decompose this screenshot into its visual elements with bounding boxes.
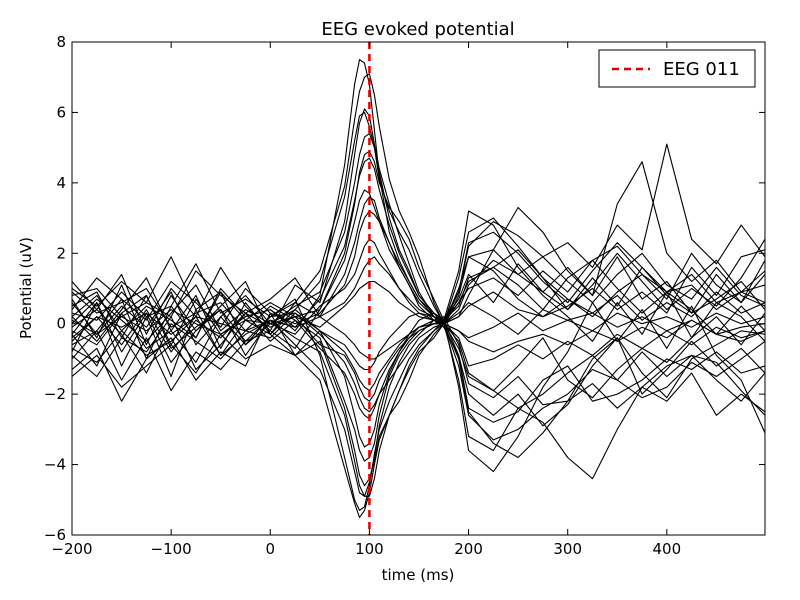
series-line-9 <box>72 196 765 325</box>
plot-frame <box>71 41 766 536</box>
series-line-10 <box>72 309 765 448</box>
y-tick-label: 6 <box>56 103 66 121</box>
series-line-7 <box>72 150 765 321</box>
y-tick-label: 2 <box>56 244 66 262</box>
x-tick-label: 200 <box>454 540 483 558</box>
axis-layer: −200 −100 0 100 200 300 400 −6 −4 −2 0 2 4 6 8 <box>44 33 765 558</box>
series-line-5 <box>72 111 765 349</box>
series-line-15 <box>72 133 765 399</box>
x-tick-label: 400 <box>653 540 682 558</box>
chart-title: EEG evoked potential <box>321 19 514 40</box>
series-line-13 <box>72 189 765 427</box>
x-tick-label: 0 <box>266 540 276 558</box>
legend-label: EEG 011 <box>663 59 740 80</box>
series-line-19 <box>72 249 765 321</box>
series-line-20 <box>72 323 765 459</box>
x-tick-label: 300 <box>553 540 582 558</box>
series-line-26 <box>72 143 765 371</box>
legend: EEG 011 <box>598 49 756 88</box>
x-tick-label: −100 <box>151 540 192 558</box>
y-tick-label: −6 <box>44 526 66 544</box>
series-line-23 <box>72 73 765 346</box>
x-tick-label: 100 <box>355 540 384 558</box>
x-tick-label: −200 <box>51 540 92 558</box>
y-tick-label: −2 <box>44 385 66 403</box>
series-line-14 <box>72 263 765 420</box>
y-tick-label: 0 <box>56 315 66 333</box>
y-tick-label: 4 <box>56 174 66 192</box>
series-line-21 <box>72 280 765 335</box>
series-line-12 <box>72 309 765 402</box>
series-line-8 <box>72 312 765 462</box>
series-line-16 <box>72 259 765 497</box>
series-line-3 <box>72 108 765 335</box>
x-axis-label: time (ms) <box>382 566 455 584</box>
series-line-25 <box>72 157 765 339</box>
series-line-24 <box>72 302 765 518</box>
series-line-2 <box>72 291 765 511</box>
y-tick-label: 8 <box>56 33 66 51</box>
y-tick-label: −4 <box>44 456 66 474</box>
series-line-6 <box>72 302 765 497</box>
series-line-11 <box>72 238 765 346</box>
series-line-22 <box>72 312 765 360</box>
series-line-18 <box>72 294 765 413</box>
series-layer <box>72 59 765 518</box>
y-axis-label: Potential (uV) <box>17 237 35 339</box>
